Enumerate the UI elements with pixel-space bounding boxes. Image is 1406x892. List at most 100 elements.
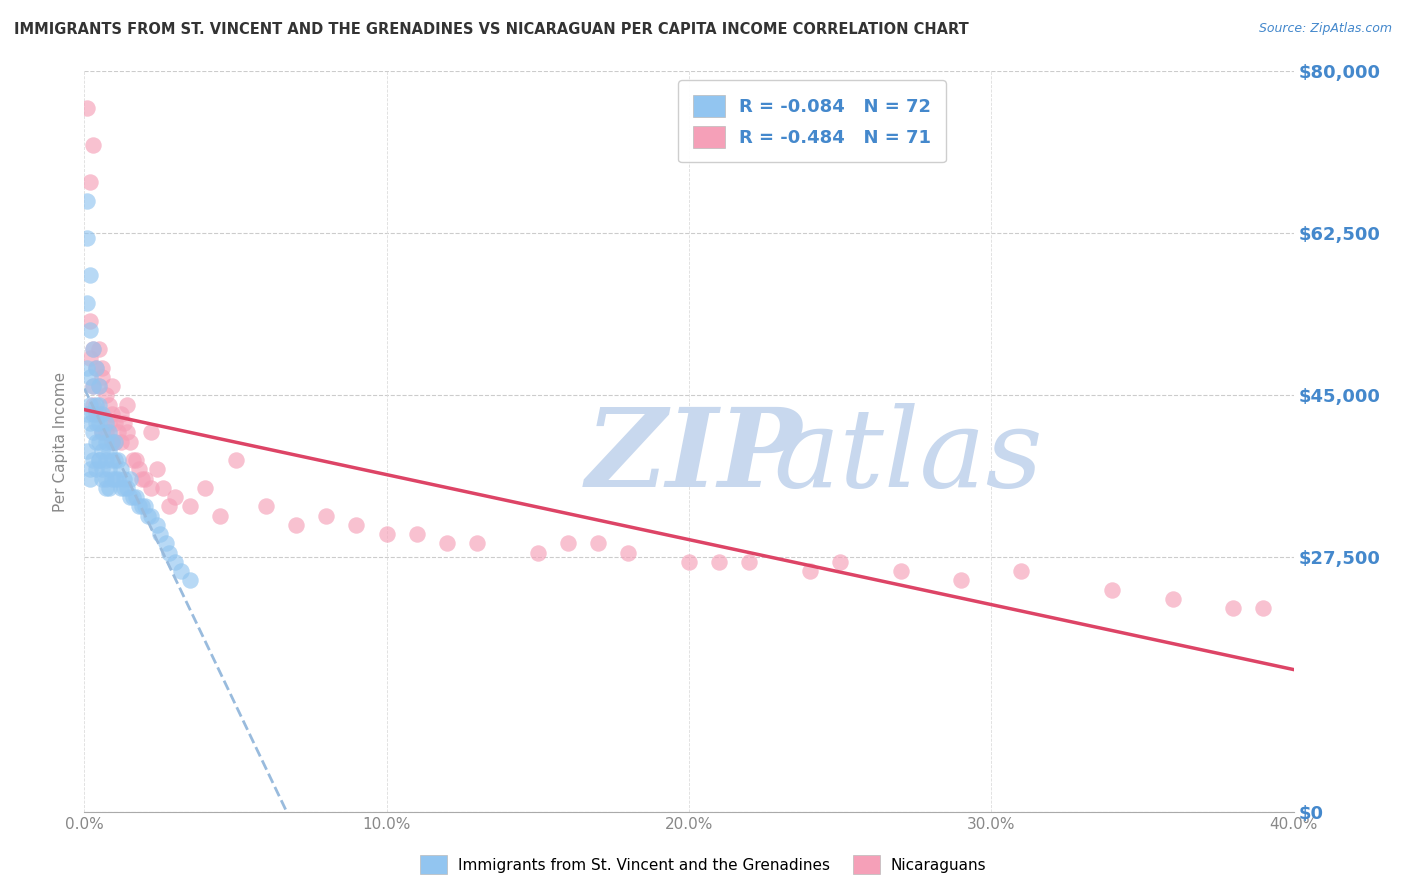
Point bbox=[100, 471, 122, 485]
Point bbox=[76, 231, 98, 245]
Point bbox=[146, 462, 169, 476]
Point bbox=[557, 536, 579, 550]
Point bbox=[139, 481, 162, 495]
Point bbox=[110, 481, 132, 495]
Point bbox=[110, 462, 132, 476]
Point bbox=[134, 471, 156, 485]
Point bbox=[89, 407, 111, 421]
Point bbox=[225, 453, 247, 467]
Point bbox=[76, 443, 98, 458]
Point bbox=[76, 101, 98, 115]
Point bbox=[94, 434, 117, 449]
Point bbox=[152, 481, 174, 495]
Point bbox=[82, 407, 104, 421]
Point bbox=[79, 471, 101, 485]
Point bbox=[194, 481, 217, 495]
Text: Source: ZipAtlas.com: Source: ZipAtlas.com bbox=[1258, 22, 1392, 36]
Point bbox=[110, 407, 132, 421]
Point bbox=[91, 407, 114, 421]
Point bbox=[100, 453, 122, 467]
Point bbox=[76, 407, 98, 421]
Point bbox=[91, 443, 114, 458]
Point bbox=[97, 398, 120, 412]
Point bbox=[527, 545, 550, 560]
Point bbox=[1161, 591, 1184, 606]
Point bbox=[100, 407, 122, 421]
Point bbox=[588, 536, 610, 550]
Point bbox=[165, 490, 187, 504]
Legend: R = -0.084   N = 72, R = -0.484   N = 71: R = -0.084 N = 72, R = -0.484 N = 71 bbox=[678, 80, 946, 162]
Point bbox=[79, 268, 101, 282]
Point bbox=[91, 369, 114, 384]
Point bbox=[79, 398, 101, 412]
Point bbox=[79, 324, 101, 338]
Point bbox=[82, 138, 104, 153]
Point bbox=[112, 416, 135, 430]
Point bbox=[104, 471, 127, 485]
Point bbox=[115, 425, 138, 440]
Point bbox=[91, 425, 114, 440]
Point bbox=[89, 453, 111, 467]
Point bbox=[82, 453, 104, 467]
Point bbox=[82, 342, 104, 356]
Point bbox=[107, 453, 129, 467]
Point bbox=[89, 453, 111, 467]
Point bbox=[91, 360, 114, 375]
Point bbox=[121, 490, 143, 504]
Point bbox=[950, 574, 973, 588]
Point bbox=[1222, 601, 1244, 615]
Point bbox=[100, 379, 122, 393]
Point bbox=[678, 555, 700, 569]
Point bbox=[125, 490, 148, 504]
Point bbox=[79, 416, 101, 430]
Point bbox=[139, 508, 162, 523]
Point bbox=[436, 536, 458, 550]
Point bbox=[91, 471, 114, 485]
Point bbox=[97, 443, 120, 458]
Point bbox=[179, 500, 201, 514]
Point bbox=[86, 407, 108, 421]
Point bbox=[146, 517, 169, 532]
Point bbox=[86, 360, 108, 375]
Point bbox=[76, 194, 98, 208]
Point bbox=[112, 471, 135, 485]
Point bbox=[86, 360, 108, 375]
Point bbox=[157, 545, 180, 560]
Point bbox=[100, 434, 122, 449]
Point bbox=[79, 175, 101, 190]
Point bbox=[209, 508, 232, 523]
Point bbox=[128, 500, 150, 514]
Point bbox=[375, 527, 398, 541]
Point bbox=[91, 462, 114, 476]
Point bbox=[94, 481, 117, 495]
Point bbox=[131, 500, 153, 514]
Point bbox=[76, 360, 98, 375]
Point bbox=[157, 500, 180, 514]
Point bbox=[97, 481, 120, 495]
Point bbox=[100, 434, 122, 449]
Point bbox=[82, 379, 104, 393]
Point bbox=[890, 564, 912, 578]
Point bbox=[125, 453, 148, 467]
Point bbox=[104, 434, 127, 449]
Point bbox=[82, 342, 104, 356]
Point bbox=[170, 564, 193, 578]
Point bbox=[89, 342, 111, 356]
Point bbox=[131, 471, 153, 485]
Point bbox=[97, 416, 120, 430]
Point bbox=[86, 416, 108, 430]
Point bbox=[89, 398, 111, 412]
Point bbox=[82, 379, 104, 393]
Point bbox=[139, 425, 162, 440]
Point bbox=[121, 453, 143, 467]
Point bbox=[346, 517, 368, 532]
Point bbox=[110, 434, 132, 449]
Point bbox=[149, 527, 172, 541]
Point bbox=[112, 481, 135, 495]
Point bbox=[617, 545, 640, 560]
Point bbox=[406, 527, 429, 541]
Point bbox=[79, 314, 101, 328]
Point bbox=[134, 500, 156, 514]
Point bbox=[254, 500, 277, 514]
Point bbox=[94, 471, 117, 485]
